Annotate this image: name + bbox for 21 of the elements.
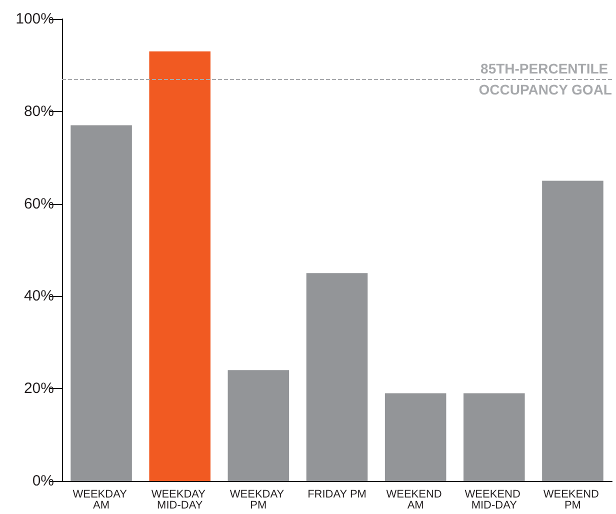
x-tick-label: WEEKDAY AM	[72, 488, 130, 512]
x-tick-label: WEEKEND MID-DAY	[464, 488, 524, 512]
x-tick-label: WEEKEND AM	[386, 488, 445, 512]
x-tick-label: WEEKDAY PM	[230, 488, 287, 512]
bar	[384, 393, 446, 481]
bar	[149, 51, 210, 481]
y-tick-label: 20%	[24, 380, 54, 398]
bar	[228, 370, 290, 481]
x-tick-label: WEEKEND PM	[543, 488, 602, 512]
x-tick-label: FRIDAY PM	[308, 488, 366, 500]
bar	[464, 393, 525, 481]
bar	[542, 180, 604, 481]
bar	[306, 273, 368, 481]
y-tick-label: 60%	[24, 195, 54, 212]
x-tick-label: WEEKDAY MID-DAY	[151, 488, 208, 512]
ref-line-label: 85TH-PERCENTILE OCCUPANCY GOAL	[478, 60, 612, 98]
y-tick-label: 40%	[24, 288, 54, 305]
y-tick-label: 100%	[16, 10, 54, 28]
y-tick-label: 80%	[24, 102, 54, 120]
y-tick-label: 0%	[32, 472, 54, 490]
bar	[70, 125, 132, 481]
